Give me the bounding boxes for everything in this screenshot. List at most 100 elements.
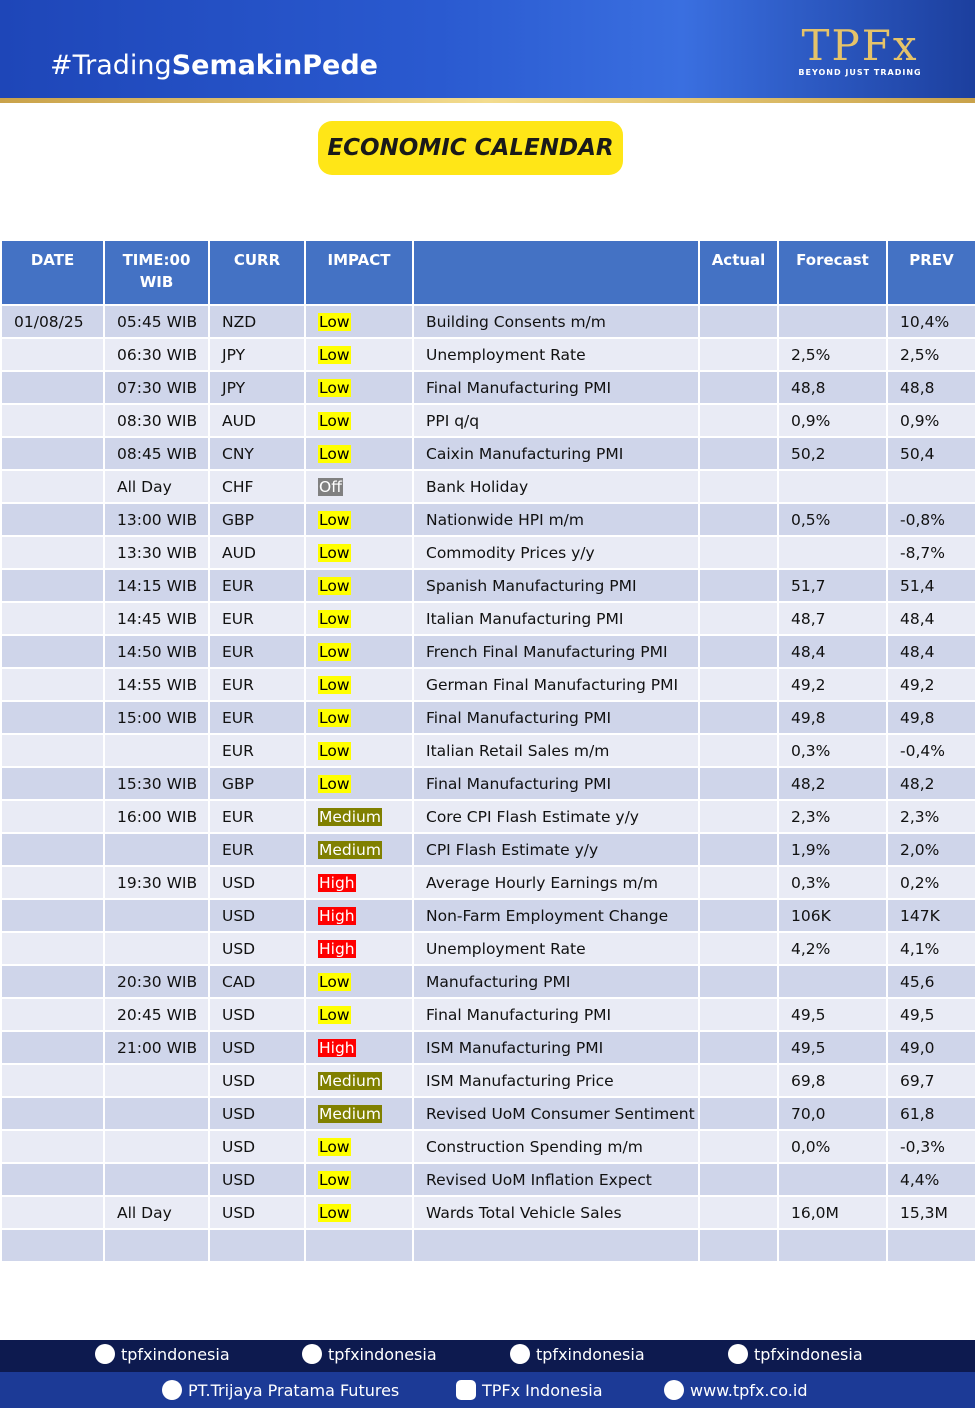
- cell: French Final Manufacturing PMI: [412, 634, 700, 669]
- youtube: TPFx Indonesia: [456, 1380, 603, 1400]
- impact-badge: Medium: [318, 840, 382, 859]
- impact-badge: Low: [318, 345, 351, 364]
- cell-text: 49,5: [900, 1005, 935, 1024]
- cell: [103, 1162, 210, 1197]
- cell-text: ISM Manufacturing PMI: [426, 1038, 604, 1057]
- impact-badge: High: [318, 906, 356, 925]
- cell-text: Final Manufacturing PMI: [426, 1005, 612, 1024]
- cell: 49,2: [886, 667, 975, 702]
- cell: [886, 469, 975, 504]
- cell: [208, 1228, 306, 1263]
- impact-badge: Low: [318, 972, 351, 991]
- table-row: 20:45 WIB USD Low Final Manufacturing PMI 49…: [0, 997, 975, 1032]
- footer-social: tpfxindonesia tpfxindonesia tpfxindonesi…: [0, 1340, 975, 1372]
- cell: -0,3%: [886, 1129, 975, 1164]
- cell: [0, 469, 105, 504]
- cell-text: Manufacturing PMI: [426, 972, 571, 991]
- cell: 15,3M: [886, 1195, 975, 1230]
- cell: CAD: [208, 964, 306, 999]
- impact-badge: Low: [318, 312, 351, 331]
- cell: [103, 931, 210, 966]
- cell: 49,8: [777, 700, 888, 735]
- impact-badge: Low: [318, 444, 351, 463]
- handle: tpfxindonesia: [328, 1344, 437, 1364]
- cell: [0, 1063, 105, 1098]
- cell: Low: [304, 766, 414, 801]
- linkedin: PT.Trijaya Pratama Futures: [162, 1380, 399, 1400]
- cell-text: PPI q/q: [426, 411, 480, 430]
- cell: 2,5%: [886, 337, 975, 372]
- table-row: USD Medium Revised UoM Consumer Sentiment 7…: [0, 1096, 975, 1131]
- impact-badge: Low: [318, 378, 351, 397]
- cell: USD: [208, 1030, 306, 1065]
- cell: [103, 898, 210, 933]
- cell-text: 14:50 WIB: [117, 642, 198, 661]
- cell-text: JPY: [222, 345, 246, 364]
- column-header: DATE: [0, 239, 105, 306]
- cell: [698, 832, 779, 867]
- cell: [103, 832, 210, 867]
- cell: Bank Holiday: [412, 469, 700, 504]
- instagram: tpfxindonesia: [510, 1344, 645, 1364]
- cell: [698, 1096, 779, 1131]
- cell: 14:15 WIB: [103, 568, 210, 603]
- cell: [698, 601, 779, 636]
- cell-text: 147K: [900, 906, 940, 925]
- table-row: 14:55 WIB EUR Low German Final Manufacturin…: [0, 667, 975, 702]
- cell: [698, 436, 779, 471]
- impact-badge: Low: [318, 1170, 351, 1189]
- cell: 10,4%: [886, 304, 975, 339]
- cell: AUD: [208, 535, 306, 570]
- cell: 0,5%: [777, 502, 888, 537]
- cell: [0, 1096, 105, 1131]
- cell: 13:00 WIB: [103, 502, 210, 537]
- cell-text: Spanish Manufacturing PMI: [426, 576, 637, 595]
- cell-text: 13:00 WIB: [117, 510, 198, 529]
- cell-text: 20:45 WIB: [117, 1005, 198, 1024]
- cell: 2,5%: [777, 337, 888, 372]
- cell: Low: [304, 370, 414, 405]
- cell: 20:30 WIB: [103, 964, 210, 999]
- cell-text: Wards Total Vehicle Sales: [426, 1203, 622, 1222]
- impact-badge: Off: [318, 477, 343, 496]
- cell: 20:45 WIB: [103, 997, 210, 1032]
- cell: 45,6: [886, 964, 975, 999]
- cell-text: ISM Manufacturing Price: [426, 1071, 614, 1090]
- cell: High: [304, 898, 414, 933]
- cell-text: Construction Spending m/m: [426, 1137, 643, 1156]
- cell: [698, 1030, 779, 1065]
- cell: Caixin Manufacturing PMI: [412, 436, 700, 471]
- cell-text: Italian Retail Sales m/m: [426, 741, 610, 760]
- impact-badge: Low: [318, 1203, 351, 1222]
- cell: High: [304, 1030, 414, 1065]
- table-row: 13:30 WIB AUD Low Commodity Prices y/y -8,7%: [0, 535, 975, 570]
- cell-text: 20:30 WIB: [117, 972, 198, 991]
- cell-text: AUD: [222, 543, 256, 562]
- impact-badge: Low: [318, 708, 351, 727]
- cell: USD: [208, 1096, 306, 1131]
- cell: [698, 865, 779, 900]
- cell: [698, 535, 779, 570]
- hashtag: #TradingSemakinPede: [50, 50, 378, 81]
- facebook: tpfxindonesia: [95, 1344, 230, 1364]
- column-header: CURR: [208, 239, 306, 306]
- cell-text: EUR: [222, 708, 254, 727]
- cell: Unemployment Rate: [412, 931, 700, 966]
- cell: All Day: [103, 469, 210, 504]
- cell-text: 0,5%: [791, 510, 831, 529]
- cell: ISM Manufacturing Price: [412, 1063, 700, 1098]
- cell: [698, 304, 779, 339]
- cell-text: 14:55 WIB: [117, 675, 198, 694]
- cell: 48,4: [886, 601, 975, 636]
- cell: Medium: [304, 799, 414, 834]
- cell-text: CNY: [222, 444, 254, 463]
- cell: GBP: [208, 502, 306, 537]
- impact-badge: Low: [318, 609, 351, 628]
- cell: Low: [304, 733, 414, 768]
- cell: 48,4: [886, 634, 975, 669]
- cell: 16:00 WIB: [103, 799, 210, 834]
- table-row: 01/08/25 05:45 WIB NZD Low Building Consents…: [0, 304, 975, 339]
- cell-text: 69,8: [791, 1071, 826, 1090]
- cell: Wards Total Vehicle Sales: [412, 1195, 700, 1230]
- cell: Low: [304, 568, 414, 603]
